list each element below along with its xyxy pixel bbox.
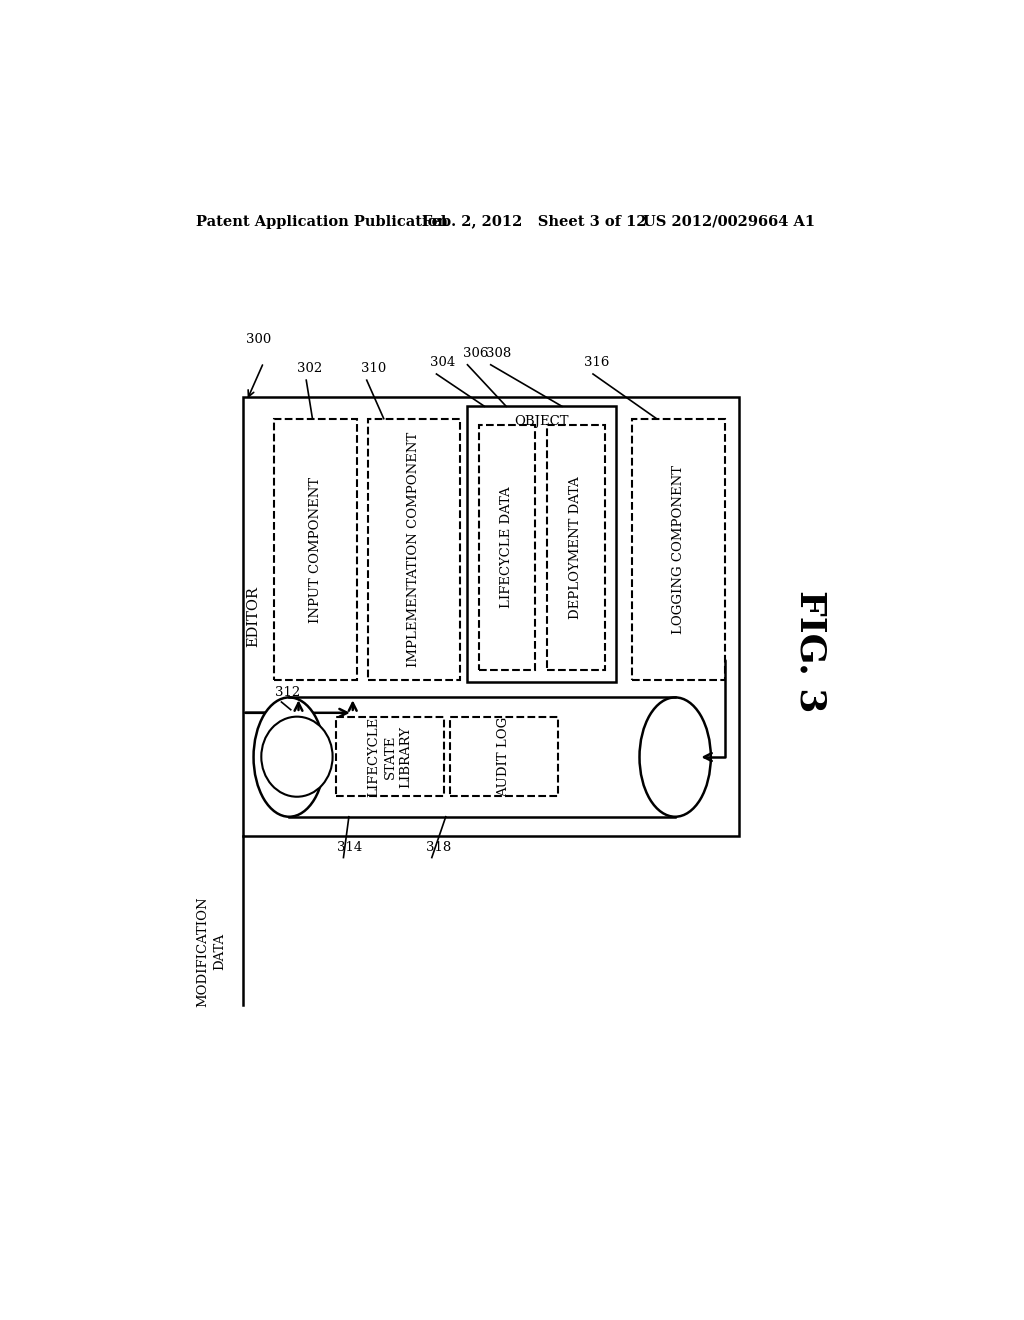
Text: EDITOR: EDITOR bbox=[246, 586, 260, 647]
Text: 314: 314 bbox=[337, 841, 362, 854]
Ellipse shape bbox=[640, 697, 711, 817]
Text: 312: 312 bbox=[275, 686, 300, 698]
Text: LIFECYCLE
STATE
LIBRARY: LIFECYCLE STATE LIBRARY bbox=[368, 717, 413, 797]
Text: 310: 310 bbox=[360, 363, 386, 375]
Text: 318: 318 bbox=[426, 841, 452, 854]
Text: 302: 302 bbox=[297, 363, 323, 375]
Text: US 2012/0029664 A1: US 2012/0029664 A1 bbox=[643, 215, 815, 228]
Bar bbox=[273, 418, 357, 681]
Text: 308: 308 bbox=[486, 347, 511, 360]
Bar bbox=[289, 697, 675, 817]
Bar bbox=[243, 397, 738, 836]
Ellipse shape bbox=[254, 697, 325, 817]
Bar bbox=[547, 425, 605, 669]
Bar bbox=[369, 418, 460, 681]
Text: IMPLEMENTATION COMPONENT: IMPLEMENTATION COMPONENT bbox=[408, 432, 421, 667]
Text: OBJECT: OBJECT bbox=[515, 416, 569, 428]
Bar bbox=[467, 407, 616, 682]
Ellipse shape bbox=[261, 717, 333, 797]
Text: AUDIT LOG: AUDIT LOG bbox=[498, 717, 510, 797]
Text: DEPLOYMENT DATA: DEPLOYMENT DATA bbox=[569, 477, 583, 619]
Text: 316: 316 bbox=[584, 356, 609, 370]
Text: 300: 300 bbox=[246, 333, 271, 346]
Bar bbox=[336, 718, 444, 796]
Text: LOGGING COMPONENT: LOGGING COMPONENT bbox=[672, 465, 685, 634]
Text: LIFECYCLE DATA: LIFECYCLE DATA bbox=[501, 487, 513, 609]
Text: 306: 306 bbox=[463, 347, 488, 360]
Text: Patent Application Publication: Patent Application Publication bbox=[197, 215, 449, 228]
Bar bbox=[632, 418, 725, 681]
Text: FIG. 3: FIG. 3 bbox=[793, 590, 827, 713]
Text: INPUT COMPONENT: INPUT COMPONENT bbox=[309, 477, 323, 623]
Text: Feb. 2, 2012   Sheet 3 of 12: Feb. 2, 2012 Sheet 3 of 12 bbox=[423, 215, 647, 228]
Bar bbox=[479, 425, 535, 669]
Text: MODIFICATION
DATA: MODIFICATION DATA bbox=[197, 896, 226, 1007]
Bar bbox=[450, 718, 558, 796]
Text: 304: 304 bbox=[430, 356, 456, 370]
